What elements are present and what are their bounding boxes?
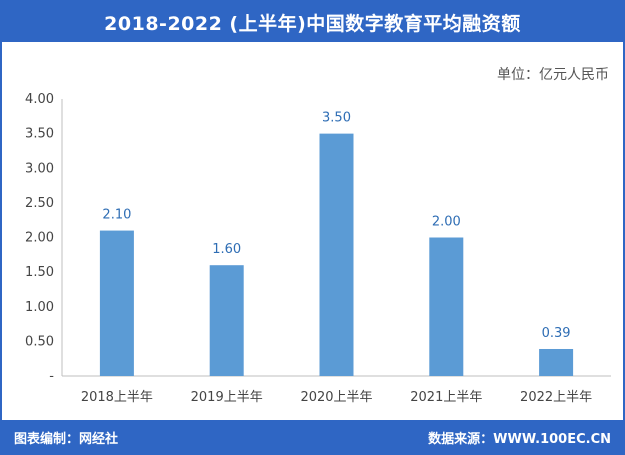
y-tick-label: 0.50	[25, 334, 54, 349]
footer-bar: 图表编制：网经社 数据来源：WWW.100EC.CN	[2, 420, 623, 453]
bar-2021上半年	[429, 237, 464, 376]
bar-2019上半年	[209, 265, 244, 376]
bar-chart: - 0.50 1.00 1.50 2.00 2.50 3.00 3.50 4.00 2.10 201…	[25, 92, 611, 405]
data-label: 1.60	[212, 242, 241, 257]
data-label: 3.50	[322, 111, 351, 126]
chart-title: 2018-2022 (上半年)中国数字教育平均融资额	[2, 2, 623, 42]
y-tick-label: 3.50	[25, 127, 54, 142]
y-tick-label: 2.50	[25, 196, 54, 211]
x-tick-label: 2022上半年	[520, 390, 592, 405]
y-tick-label: -	[49, 369, 54, 384]
footer-compiler: 图表编制：网经社	[14, 432, 119, 447]
bar-2018上半年	[99, 230, 134, 376]
x-tick-label: 2019上半年	[191, 390, 263, 405]
bar-2020上半年	[319, 133, 354, 376]
unit-label: 单位：亿元人民币	[497, 67, 609, 83]
data-label: 2.00	[432, 215, 461, 230]
x-tick-label: 2021上半年	[410, 390, 482, 405]
data-label: 0.39	[542, 326, 571, 341]
data-label: 2.10	[102, 208, 131, 223]
y-tick-label: 3.00	[25, 161, 54, 176]
x-tick-label: 2018上半年	[81, 390, 153, 405]
x-tick-label: 2020上半年	[300, 390, 372, 405]
bar-2022上半年	[539, 348, 574, 376]
footer-source: 数据来源：WWW.100EC.CN	[428, 432, 611, 447]
y-tick-label: 1.50	[25, 265, 54, 280]
y-tick-label: 2.00	[25, 231, 54, 246]
y-tick-label: 1.00	[25, 300, 54, 315]
y-tick-label: 4.00	[25, 92, 54, 107]
